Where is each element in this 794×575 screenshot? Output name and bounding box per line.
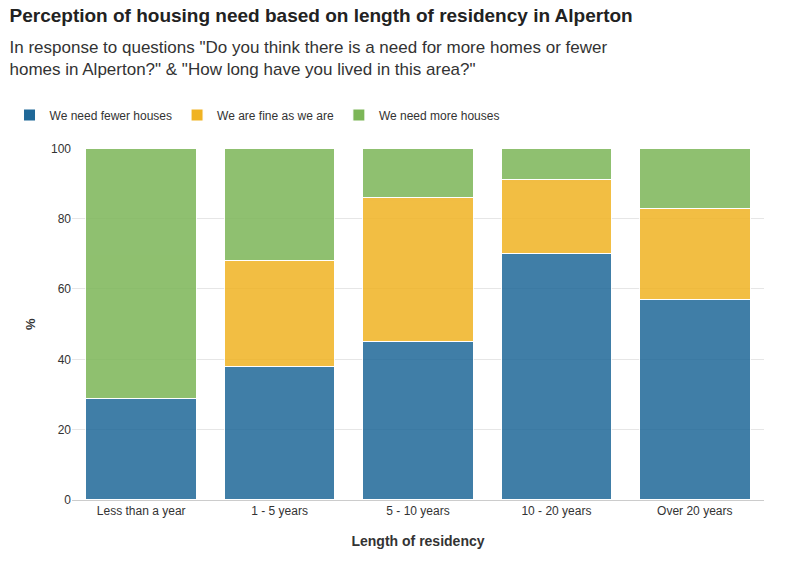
svg-text:100: 100: [51, 141, 71, 155]
svg-text:5 - 10 years: 5 - 10 years: [386, 504, 449, 518]
svg-text:20: 20: [58, 423, 72, 437]
svg-text:10 - 20 years: 10 - 20 years: [521, 504, 591, 518]
svg-text:Perception of housing need bas: Perception of housing need based on leng…: [10, 5, 633, 26]
svg-text:1 - 5 years: 1 - 5 years: [251, 504, 308, 518]
svg-text:60: 60: [58, 282, 72, 296]
svg-text:0: 0: [64, 493, 71, 507]
svg-text:In response to questions "Do y: In response to questions "Do you think t…: [10, 38, 608, 79]
svg-text:We are fine as we are: We are fine as we are: [217, 109, 334, 123]
svg-text:We need more houses: We need more houses: [379, 109, 500, 123]
svg-text:Over 20 years: Over 20 years: [657, 504, 732, 518]
svg-text:Length of residency: Length of residency: [351, 533, 484, 549]
svg-text:40: 40: [58, 353, 72, 367]
svg-text:Less than a year: Less than a year: [97, 504, 186, 518]
svg-text:%: %: [23, 318, 38, 330]
svg-text:80: 80: [58, 212, 72, 226]
svg-text:We need fewer houses: We need fewer houses: [50, 109, 173, 123]
